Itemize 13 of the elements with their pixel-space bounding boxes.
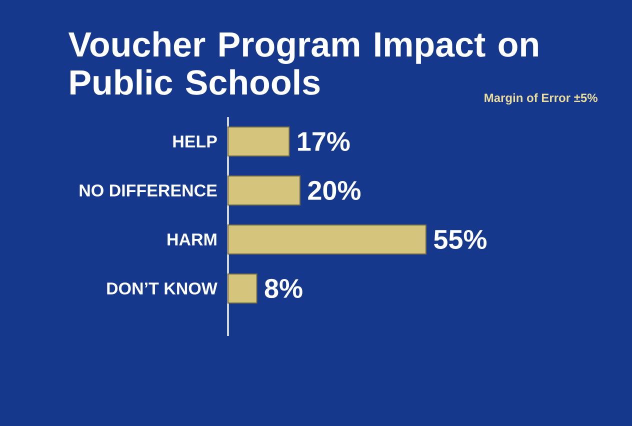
bar — [228, 224, 427, 254]
data-label: 55% — [434, 230, 487, 250]
bar — [228, 273, 258, 304]
data-label: 8% — [264, 278, 302, 298]
y-tick-label: HELP — [173, 136, 217, 148]
y-tick-label: NO DIFFERENCE — [80, 184, 217, 197]
y-tick-label: HARM — [168, 234, 216, 246]
y-tick-label: DON’T KNOW — [107, 282, 218, 295]
bar — [228, 175, 301, 206]
data-label: 17% — [298, 132, 350, 151]
text: Margin of Error ±5% — [484, 93, 598, 105]
bar — [228, 126, 290, 156]
data-label: 20% — [308, 180, 361, 200]
